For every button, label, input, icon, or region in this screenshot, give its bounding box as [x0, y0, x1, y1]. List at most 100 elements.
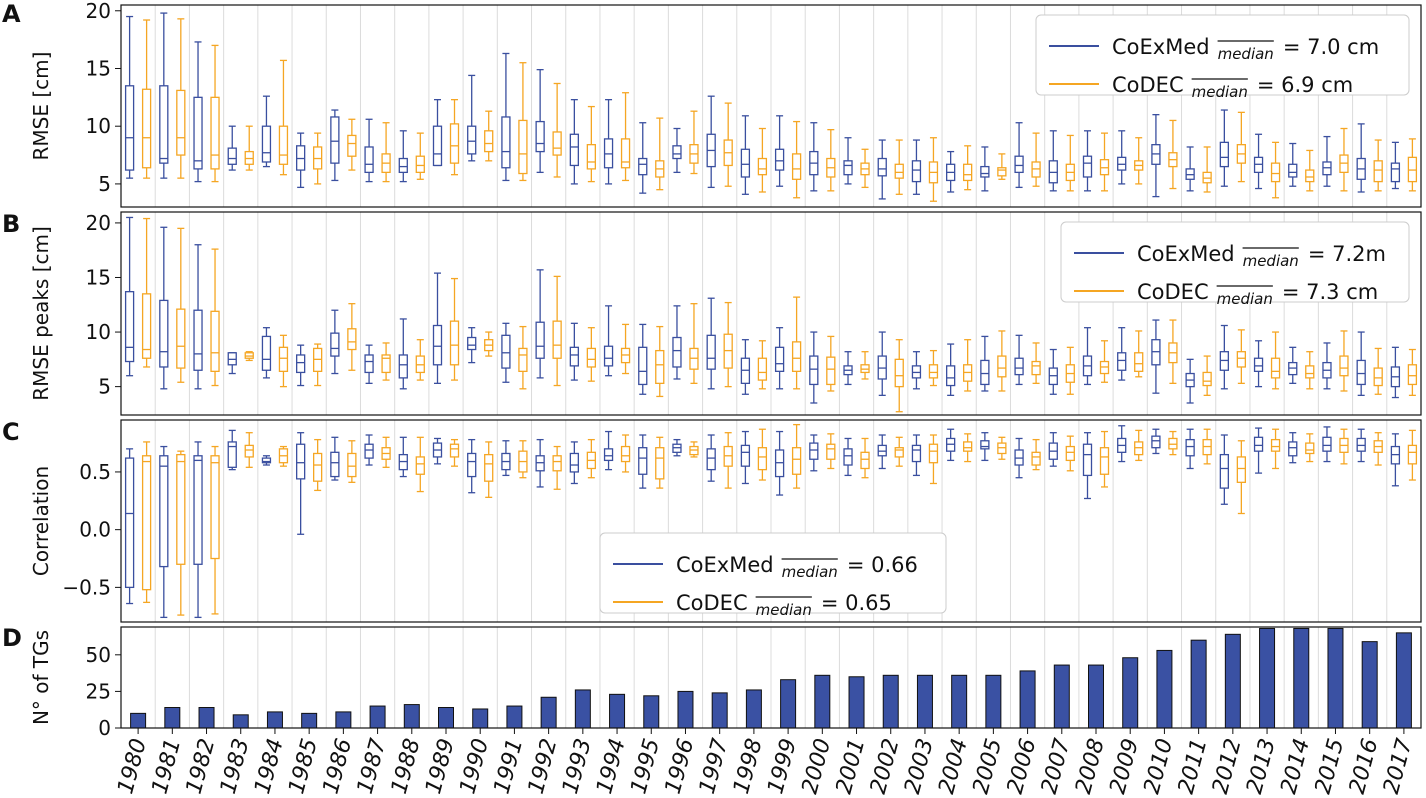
box-iqr: [1253, 436, 1264, 452]
box-coexmed-1980: [124, 15, 135, 179]
box-iqr: [398, 157, 408, 174]
legend: CoExMed median = 7.2m CoDEC median = 7.3 cm: [1060, 221, 1410, 308]
box-iqr: [877, 157, 887, 177]
box-coexmed-2001: [843, 351, 853, 386]
box-coexmed-2000: [809, 122, 819, 192]
bar-2000: [814, 674, 831, 729]
bar-1982: [198, 707, 215, 729]
box-codec-2005: [997, 153, 1007, 180]
box-iqr: [1407, 364, 1418, 386]
box-coexmed-1984: [261, 455, 272, 466]
box-coexmed-1985: [296, 132, 306, 189]
box-codec-1981: [176, 450, 186, 616]
box-coexmed-1991: [501, 52, 511, 182]
box-coexmed-2011: [1185, 146, 1195, 192]
box-iqr: [467, 452, 477, 478]
legend: CoExMed median = 0.66 CoDEC median = 0.65: [599, 532, 947, 619]
box-codec-1987: [381, 436, 391, 468]
box-iqr: [791, 153, 802, 180]
box-iqr: [672, 336, 682, 368]
legend: CoExMed median = 7.0 cm CoDEC median = 6.9 cm: [1035, 14, 1410, 101]
box-coexmed-2003: [911, 139, 922, 195]
box-coexmed-2005: [980, 432, 990, 462]
bar-2007: [1053, 664, 1070, 729]
box-coexmed-1986: [330, 436, 340, 481]
box-iqr: [347, 452, 357, 478]
box-codec-1983: [244, 351, 254, 362]
x-tick-label-2014: 2014: [1276, 736, 1315, 797]
box-iqr: [1082, 155, 1093, 178]
x-tick-label-1987: 1987: [353, 736, 392, 797]
box-iqr: [1219, 453, 1229, 489]
box-codec-2013: [1270, 331, 1281, 390]
box-iqr: [432, 125, 443, 167]
box-codec-2006: [1031, 438, 1041, 471]
bar-2003: [916, 674, 933, 729]
box-iqr: [159, 299, 169, 368]
box-codec-2004: [963, 145, 973, 191]
legend-median-label: median: [1217, 290, 1273, 308]
box-iqr: [330, 451, 340, 478]
box-coexmed-1991: [501, 322, 511, 383]
box-iqr: [261, 335, 272, 371]
box-coexmed-2013: [1253, 427, 1264, 474]
box-codec-1989: [449, 99, 460, 176]
bar-2014: [1293, 627, 1310, 729]
x-tick-label-1999: 1999: [763, 736, 802, 797]
box-codec-1983: [244, 125, 254, 171]
box-codec-1980: [141, 19, 152, 179]
box-iqr: [757, 357, 768, 381]
box-coexmed-1991: [501, 440, 511, 477]
box-iqr: [364, 443, 374, 459]
box-codec-1984: [278, 334, 289, 388]
box-coexmed-1982: [193, 441, 203, 619]
box-coexmed-1988: [398, 436, 408, 478]
y-tick-label: 0.5: [79, 460, 111, 484]
box-coexmed-1985: [296, 432, 306, 535]
box-coexmed-1999: [774, 430, 785, 496]
y-tick-label: 20: [86, 0, 111, 23]
box-codec-1991: [518, 440, 528, 479]
box-codec-2004: [963, 433, 973, 463]
box-iqr: [210, 310, 220, 372]
box-coexmed-1997: [706, 434, 716, 482]
legend-median-label: median: [782, 563, 838, 581]
bar-1983: [232, 714, 249, 729]
box-codec-1997: [723, 432, 733, 489]
box-coexmed-1989: [432, 99, 443, 167]
bar-1988: [403, 704, 420, 729]
box-codec-1992: [552, 445, 562, 490]
box-iqr: [124, 457, 135, 589]
box-coexmed-1998: [740, 339, 751, 395]
x-tick-label-2002: 2002: [866, 736, 905, 797]
box-coexmed-2004: [946, 150, 956, 193]
box-coexmed-2017: [1390, 346, 1401, 399]
box-coexmed-1996: [672, 305, 682, 380]
y-tick-label: 25: [86, 679, 111, 703]
box-iqr: [432, 324, 443, 366]
box-iqr: [484, 130, 494, 153]
box-iqr: [1031, 360, 1041, 376]
box-iqr: [1356, 359, 1366, 386]
box-iqr: [638, 346, 648, 386]
bar-1990: [472, 708, 489, 729]
x-tick-label-2011: 2011: [1174, 736, 1213, 797]
box-iqr: [1134, 352, 1144, 372]
box-codec-2011: [1202, 428, 1212, 465]
y-axis-label: RMSE peaks [cm]: [29, 226, 53, 401]
box-coexmed-2009: [1117, 327, 1127, 381]
bar-1996: [677, 690, 694, 729]
box-codec-1993: [586, 327, 596, 382]
box-codec-1993: [586, 105, 596, 183]
box-iqr: [381, 354, 391, 374]
box-iqr: [193, 96, 203, 170]
x-tick-label-1982: 1982: [182, 736, 221, 797]
box-codec-2015: [1339, 127, 1349, 192]
box-codec-2001: [860, 437, 870, 479]
x-tick-label-1994: 1994: [592, 736, 631, 797]
box-coexmed-2003: [911, 351, 922, 390]
box-coexmed-2011: [1185, 358, 1195, 404]
box-codec-2003: [928, 137, 939, 202]
bar-2010: [1156, 649, 1173, 729]
box-coexmed-1990: [467, 438, 477, 494]
